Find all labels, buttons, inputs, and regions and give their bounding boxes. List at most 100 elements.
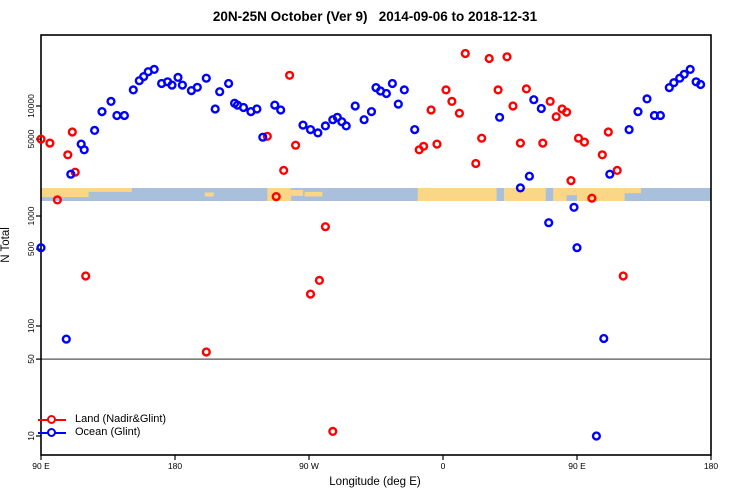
data-point: [36, 134, 46, 144]
data-point: [67, 127, 77, 137]
data-point: [167, 80, 177, 90]
data-point: [572, 243, 582, 253]
map-strip-land-segment: [291, 189, 304, 196]
data-point: [61, 334, 71, 344]
x-tick-label: 90 E: [32, 461, 50, 471]
data-point: [298, 120, 308, 130]
data-point: [454, 108, 465, 118]
data-point: [279, 165, 289, 176]
legend-item-land: Land (Nadir&Glint): [38, 413, 166, 426]
data-point: [515, 183, 526, 193]
data-point: [173, 72, 183, 83]
data-point: [258, 132, 268, 142]
data-point: [484, 53, 494, 64]
data-point: [419, 141, 429, 151]
data-point: [305, 125, 316, 135]
y-tick-label: 50: [26, 354, 36, 364]
data-point: [313, 128, 323, 138]
ocean-series-symbol: [38, 427, 66, 438]
data-point: [477, 133, 487, 143]
data-point: [561, 107, 572, 117]
data-point: [271, 192, 281, 202]
data-point: [529, 95, 539, 105]
data-point: [642, 94, 652, 104]
land-series-symbol: [38, 414, 66, 425]
data-point: [447, 96, 457, 107]
data-point: [128, 85, 138, 95]
data-point: [603, 127, 613, 137]
land-circle-marker-icon: [47, 414, 56, 424]
data-point: [655, 110, 666, 121]
legend-item-ocean: Ocean (Glint): [38, 426, 166, 439]
data-point: [314, 275, 325, 286]
data-point: [573, 133, 584, 143]
data-point: [79, 145, 89, 155]
data-point: [536, 103, 546, 114]
data-point: [471, 158, 481, 169]
data-point: [45, 138, 55, 148]
data-point: [276, 105, 286, 115]
y-tick-label: 500: [26, 242, 36, 257]
ocean-circle-marker-icon: [47, 427, 56, 437]
data-point: [545, 96, 555, 107]
data-point: [320, 121, 331, 131]
data-point: [612, 165, 622, 176]
x-tick-label: 0: [440, 461, 446, 471]
x-tick-label: 180: [703, 461, 719, 471]
data-point: [341, 121, 351, 131]
data-point: [664, 82, 674, 93]
data-point: [192, 82, 202, 92]
map-strip-ocean-notch: [566, 195, 577, 201]
data-point: [270, 100, 280, 110]
data-point: [587, 193, 597, 203]
data-point: [139, 71, 149, 82]
data-point: [695, 79, 706, 90]
data-point: [624, 125, 634, 135]
data-point: [224, 78, 234, 89]
data-point: [63, 150, 73, 160]
data-point: [579, 137, 590, 147]
data-point: [551, 112, 561, 122]
y-tick-label: 100: [26, 318, 36, 334]
data-point: [495, 112, 505, 122]
data-point: [70, 167, 80, 177]
plot-frame: [40, 34, 712, 456]
data-point: [106, 96, 116, 107]
data-point: [320, 222, 331, 232]
data-point: [52, 195, 63, 205]
data-point: [597, 150, 607, 160]
map-strip-land-segment: [41, 188, 89, 198]
data-point: [493, 85, 503, 95]
data-point: [262, 131, 272, 141]
legend: Land (Nadir&Glint) Ocean (Glint): [38, 413, 166, 439]
data-point: [633, 106, 643, 117]
map-strip-land-segment: [304, 191, 323, 197]
data-point: [359, 115, 369, 125]
data-point: [350, 101, 360, 111]
data-point: [393, 99, 403, 109]
y-tick-label: 5000: [26, 129, 36, 149]
data-point: [508, 101, 518, 111]
data-point: [426, 105, 436, 115]
data-point: [618, 271, 628, 281]
data-point: [460, 48, 470, 59]
data-point: [410, 125, 420, 135]
x-tick-label: 180: [167, 461, 183, 471]
x-axis-title: Longitude (deg E): [329, 476, 421, 488]
data-point: [432, 139, 442, 149]
data-point: [605, 169, 615, 179]
map-strip-land-segment: [88, 188, 132, 192]
data-point: [66, 169, 76, 179]
data-point: [502, 52, 512, 62]
data-point: [515, 138, 526, 148]
data-point: [201, 73, 211, 83]
data-point: [538, 138, 548, 148]
map-strip-land-segment: [417, 188, 497, 201]
y-tick-label: 1000: [26, 206, 36, 226]
data-point: [399, 85, 409, 95]
data-point: [328, 426, 338, 437]
data-point: [215, 87, 225, 97]
data-point: [566, 176, 576, 186]
data-point: [524, 171, 535, 181]
data-point: [591, 431, 602, 441]
